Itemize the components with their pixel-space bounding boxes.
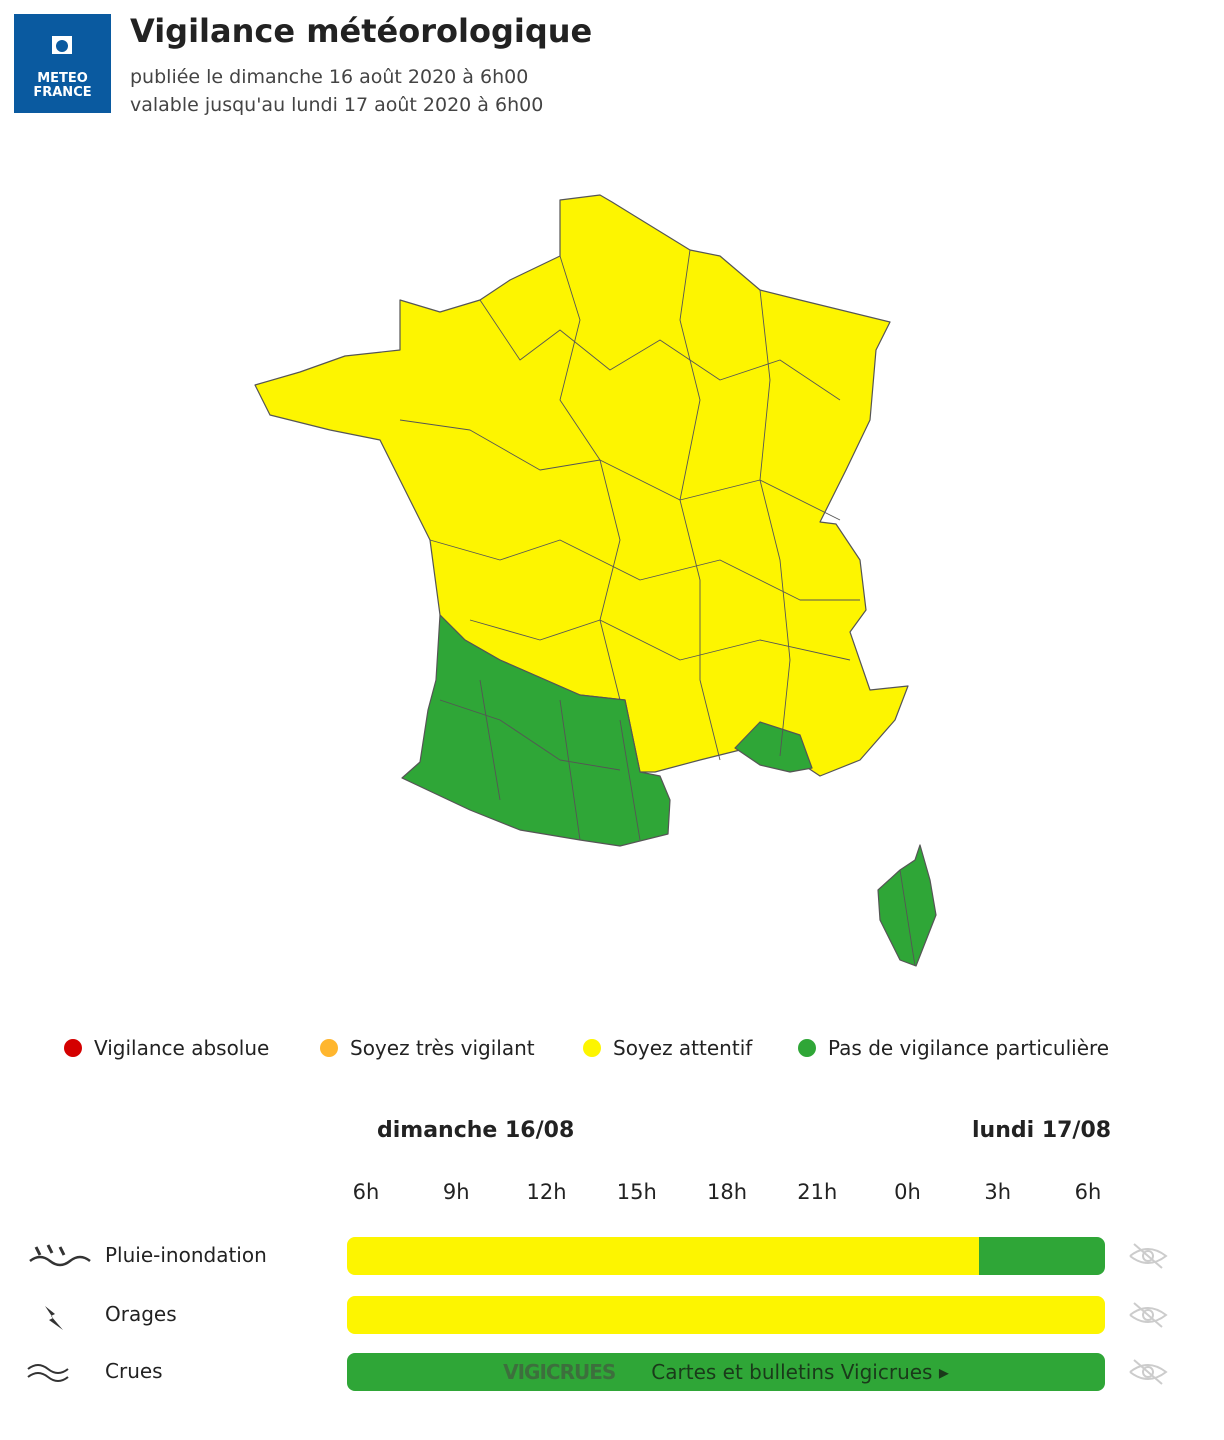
region-green[interactable] xyxy=(734,721,813,773)
hour-label: 15h xyxy=(616,1180,657,1204)
row-icon xyxy=(29,1244,91,1267)
legend-item: Vigilance absolue xyxy=(64,1036,269,1060)
row-icon xyxy=(27,1364,69,1382)
region-green[interactable] xyxy=(877,844,937,967)
day-label: dimanche 16/08 xyxy=(377,1118,575,1143)
vigilance-bar xyxy=(347,1237,1105,1275)
legend-label: Pas de vigilance particulière xyxy=(828,1036,1110,1060)
bar-segment xyxy=(347,1237,979,1275)
legend-label: Soyez très vigilant xyxy=(350,1036,535,1060)
logo[interactable]: METEO FRANCE xyxy=(14,14,111,113)
hour-label: 18h xyxy=(706,1180,748,1204)
vigicrues-brand: VIGICRUES xyxy=(503,1360,616,1384)
valid: valable jusqu'au lundi 17 août 2020 à 6h… xyxy=(130,94,544,116)
row-label: Orages xyxy=(105,1302,177,1326)
hour-label: 6h xyxy=(352,1180,380,1204)
hour-label: 0h xyxy=(894,1180,921,1204)
bar-segment xyxy=(347,1296,1105,1334)
row-icon xyxy=(45,1306,63,1330)
region-yellow[interactable] xyxy=(254,194,909,777)
bar-segment xyxy=(347,1353,1105,1391)
department-borders xyxy=(399,249,916,967)
hide-toggle[interactable] xyxy=(1128,1357,1168,1387)
hour-label: 21h xyxy=(797,1180,838,1204)
vigicrues-link[interactable]: VIGICRUES Cartes et bulletins Vigicrues ▸ xyxy=(347,1353,1105,1391)
published: publiée le dimanche 16 août 2020 à 6h00 xyxy=(130,66,529,88)
legend-item: Soyez attentif xyxy=(583,1036,752,1060)
row-label: Crues xyxy=(105,1359,163,1383)
logo-text: FRANCE xyxy=(33,85,92,100)
title: Vigilance météorologique xyxy=(130,12,593,50)
legend-label: Soyez attentif xyxy=(613,1036,753,1060)
hour-label: 12h xyxy=(526,1180,567,1204)
legend: Vigilance absolue Soyez très vigilant Soye… xyxy=(0,1036,1224,1070)
legend-dot xyxy=(64,1039,82,1057)
legend-item: Pas de vigilance particulière xyxy=(798,1036,1109,1060)
logo-text: METEO xyxy=(37,71,88,86)
vigilance-bar xyxy=(347,1296,1105,1334)
legend-item: Soyez très vigilant xyxy=(320,1036,535,1060)
hide-toggle[interactable] xyxy=(1128,1241,1168,1271)
hour-label: 6h xyxy=(1074,1180,1102,1204)
legend-dot xyxy=(583,1039,601,1057)
map xyxy=(254,194,937,967)
hour-label: 3h xyxy=(984,1180,1012,1204)
hour-label: 9h xyxy=(442,1180,470,1204)
region-green[interactable] xyxy=(401,614,671,847)
legend-label: Vigilance absolue xyxy=(94,1036,270,1060)
hide-toggle[interactable] xyxy=(1128,1300,1168,1330)
day-label: lundi 17/08 xyxy=(972,1118,1112,1143)
bar-segment xyxy=(978,1237,1105,1275)
vigilance-bar[interactable]: VIGICRUES Cartes et bulletins Vigicrues ▸ xyxy=(347,1353,1105,1391)
vigicrues-text: Cartes et bulletins Vigicrues ▸ xyxy=(651,1360,949,1384)
row-label: Pluie-inondation xyxy=(105,1243,267,1267)
legend-dot xyxy=(798,1039,816,1057)
logo-icon xyxy=(52,36,72,56)
legend-dot xyxy=(320,1039,338,1057)
